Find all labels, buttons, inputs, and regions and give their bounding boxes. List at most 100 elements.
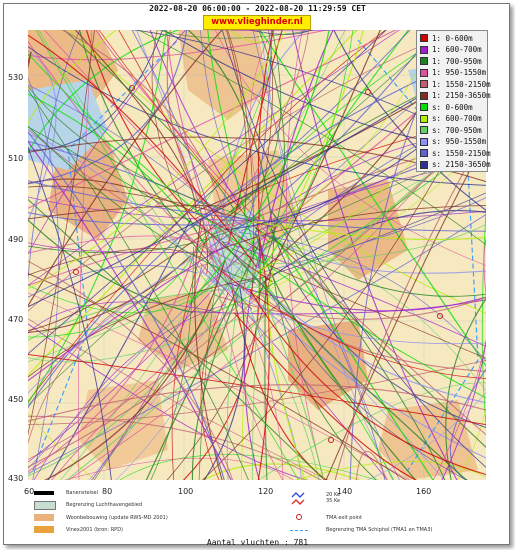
flight-track	[202, 239, 445, 480]
legend-label: s: 2150-3650m	[432, 160, 491, 169]
flight-track	[28, 282, 274, 460]
flight-track	[166, 219, 275, 480]
brand-link[interactable]: www.vlieghinder.nl	[203, 15, 311, 30]
x-tick-label: 100	[178, 487, 194, 496]
flight-track	[233, 312, 418, 480]
flight-track	[28, 30, 95, 436]
flight-track	[226, 281, 486, 312]
legend-swatch	[420, 91, 428, 100]
flight-track	[28, 276, 231, 477]
flight-track	[63, 30, 234, 209]
flight-track	[138, 30, 486, 246]
flight-track	[333, 30, 486, 211]
flight-track	[28, 30, 287, 290]
flight-track	[238, 232, 486, 362]
legend-item: s: 2150-3650m	[420, 160, 491, 170]
y-tick-label: 510	[8, 154, 24, 163]
flight-track	[28, 354, 486, 426]
flight-track	[60, 30, 346, 480]
legend-label: 1: 950-1550m	[432, 68, 487, 77]
flight-track	[246, 30, 354, 289]
tma-swatch	[290, 530, 308, 531]
flight-track	[218, 30, 306, 244]
flight-track	[28, 305, 267, 363]
flight-track	[269, 207, 386, 480]
flight-track	[28, 260, 234, 480]
flight-track	[334, 130, 486, 480]
flight-track	[131, 30, 239, 307]
tma-boundary-label: Begrenzing TMA Schiphol (TMA1 en TMA3)	[326, 527, 433, 533]
tma-boundary	[32, 39, 479, 471]
flight-track	[28, 318, 329, 480]
legend-label: s: 700-950m	[432, 125, 482, 135]
housing-label: Woonbebouwing (update RWS-MD 2001)	[66, 515, 168, 521]
ke-icon	[291, 492, 305, 505]
flight-track	[28, 211, 230, 226]
flight-track	[38, 30, 232, 314]
flight-track	[207, 30, 267, 291]
flight-track	[257, 235, 270, 480]
flight-track	[28, 51, 32, 70]
legend-label: s: 1550-2150m	[432, 148, 491, 158]
flight-track	[208, 205, 486, 255]
x-tick-label: 60	[24, 487, 35, 496]
exit-point-label: TMA exit point	[326, 515, 363, 521]
flight-track	[286, 30, 324, 480]
flight-track	[216, 258, 284, 480]
flight-track	[228, 30, 272, 267]
legend-swatch	[420, 45, 428, 54]
legend-swatch	[420, 80, 428, 88]
flight-track	[199, 270, 486, 345]
flight-track	[214, 30, 486, 266]
flight-track	[255, 227, 486, 297]
y-tick-label: 490	[8, 235, 24, 244]
flight-track	[259, 293, 486, 372]
flight-track	[44, 259, 226, 480]
legend-swatch	[420, 68, 428, 77]
legend-swatch	[420, 126, 428, 134]
flight-track	[483, 237, 486, 298]
y-tick-label: 430	[8, 474, 24, 483]
flight-track	[74, 30, 197, 211]
flight-track	[221, 30, 486, 468]
legend-swatch	[420, 149, 428, 157]
ke-label: 20 Ke 35 Ke	[326, 492, 341, 504]
legend-item: s: 1550-2150m	[420, 148, 491, 158]
legend-item: s: 0-600m	[420, 102, 473, 112]
legend-swatch	[420, 57, 428, 65]
flight-track	[226, 240, 486, 404]
flight-track	[28, 125, 256, 284]
legend-item: 1: 2150-3650m	[420, 91, 491, 101]
flight-track	[241, 266, 247, 480]
vinex-swatch	[34, 526, 54, 533]
legend-item: 1: 0-600m	[420, 33, 473, 43]
legend-label: 1: 700-950m	[432, 56, 482, 66]
flight-track	[445, 297, 486, 480]
flight-track	[51, 306, 239, 480]
exit-point-marker	[365, 89, 371, 95]
flight-track	[28, 30, 81, 283]
flight-track	[255, 30, 381, 300]
flight-track	[28, 235, 220, 256]
flight-track	[249, 309, 303, 480]
legend-item: s: 600-700m	[420, 114, 482, 124]
flight-track	[28, 219, 194, 314]
flight-track	[200, 262, 388, 480]
flight-track	[28, 207, 241, 332]
page-title: 2022-08-20 06:00:00 - 2022-08-20 11:29:5…	[149, 4, 366, 13]
flight-track	[271, 210, 446, 480]
flight-track	[28, 198, 326, 480]
flight-track	[28, 85, 256, 220]
flight-track	[221, 241, 468, 480]
flight-track	[28, 360, 486, 425]
legend-item: 1: 700-950m	[420, 56, 482, 66]
flight-track	[149, 30, 242, 209]
airport-swatch	[34, 501, 56, 510]
x-tick-label: 160	[416, 487, 432, 496]
urban-area	[78, 380, 168, 470]
x-tick-label: 140	[337, 487, 353, 496]
exit-point-icon	[296, 514, 302, 520]
flight-track	[166, 30, 239, 249]
flight-track	[28, 30, 223, 307]
flight-track	[457, 407, 486, 480]
